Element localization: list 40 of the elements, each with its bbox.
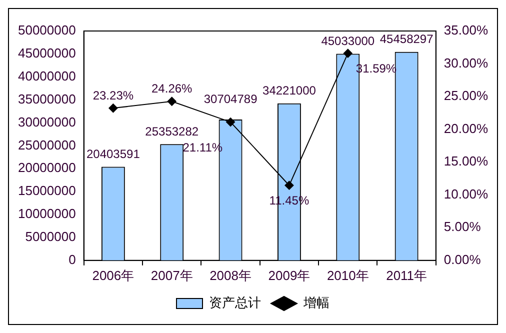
y2-tick-label: 30.00% <box>444 55 488 70</box>
y2-tick-label: 35.00% <box>444 22 488 38</box>
point <box>284 180 294 190</box>
data-label: 34221000 <box>262 84 316 98</box>
data-label: 20403591 <box>86 147 140 162</box>
y2-tick-label: 20.00% <box>444 120 488 136</box>
y-tick-label: 5000000 <box>25 229 76 244</box>
data-label: 25353282 <box>145 124 199 138</box>
point <box>167 96 176 106</box>
y-tick-label: 50000000 <box>18 22 76 38</box>
legend-label: 增幅 <box>302 295 330 310</box>
y2-tick-label: 0.00% <box>444 252 482 267</box>
y-tick-label: 40000000 <box>18 68 76 84</box>
y2-tick-label: 15.00% <box>444 154 488 169</box>
x-tick-label: 2011年 <box>386 268 428 283</box>
legend-label: 资产总计 <box>209 295 261 310</box>
data-label: 45458297 <box>380 32 434 46</box>
y-tick-label: 45000000 <box>18 46 76 61</box>
y-tick-label: 25000000 <box>18 137 76 152</box>
x-tick-label: 2010年 <box>326 268 369 283</box>
y-tick-label: 0 <box>68 252 76 267</box>
y-tick-label: 35000000 <box>18 91 76 106</box>
point <box>226 118 236 127</box>
x-tick-label: 2008年 <box>210 268 252 283</box>
data-label: 23.23% <box>92 88 134 102</box>
y-tick-label: 10000000 <box>18 206 76 222</box>
data-label: 24.26% <box>152 82 193 96</box>
point <box>108 104 118 113</box>
data-label: 30704789 <box>204 92 258 106</box>
point <box>343 48 352 58</box>
x-tick-label: 2006年 <box>92 268 134 283</box>
data-label: 45033000 <box>321 34 375 48</box>
x-tick-label: 2009年 <box>268 268 310 283</box>
y-tick-label: 15000000 <box>18 183 76 198</box>
y2-tick-label: 5.00% <box>444 219 482 234</box>
y-tick-label: 20000000 <box>18 160 76 176</box>
y2-tick-label: 25.00% <box>444 88 488 104</box>
y2-tick-label: 10.00% <box>444 186 488 202</box>
x-tick-label: 2007年 <box>150 268 193 283</box>
y-tick-label: 30000000 <box>18 114 76 130</box>
